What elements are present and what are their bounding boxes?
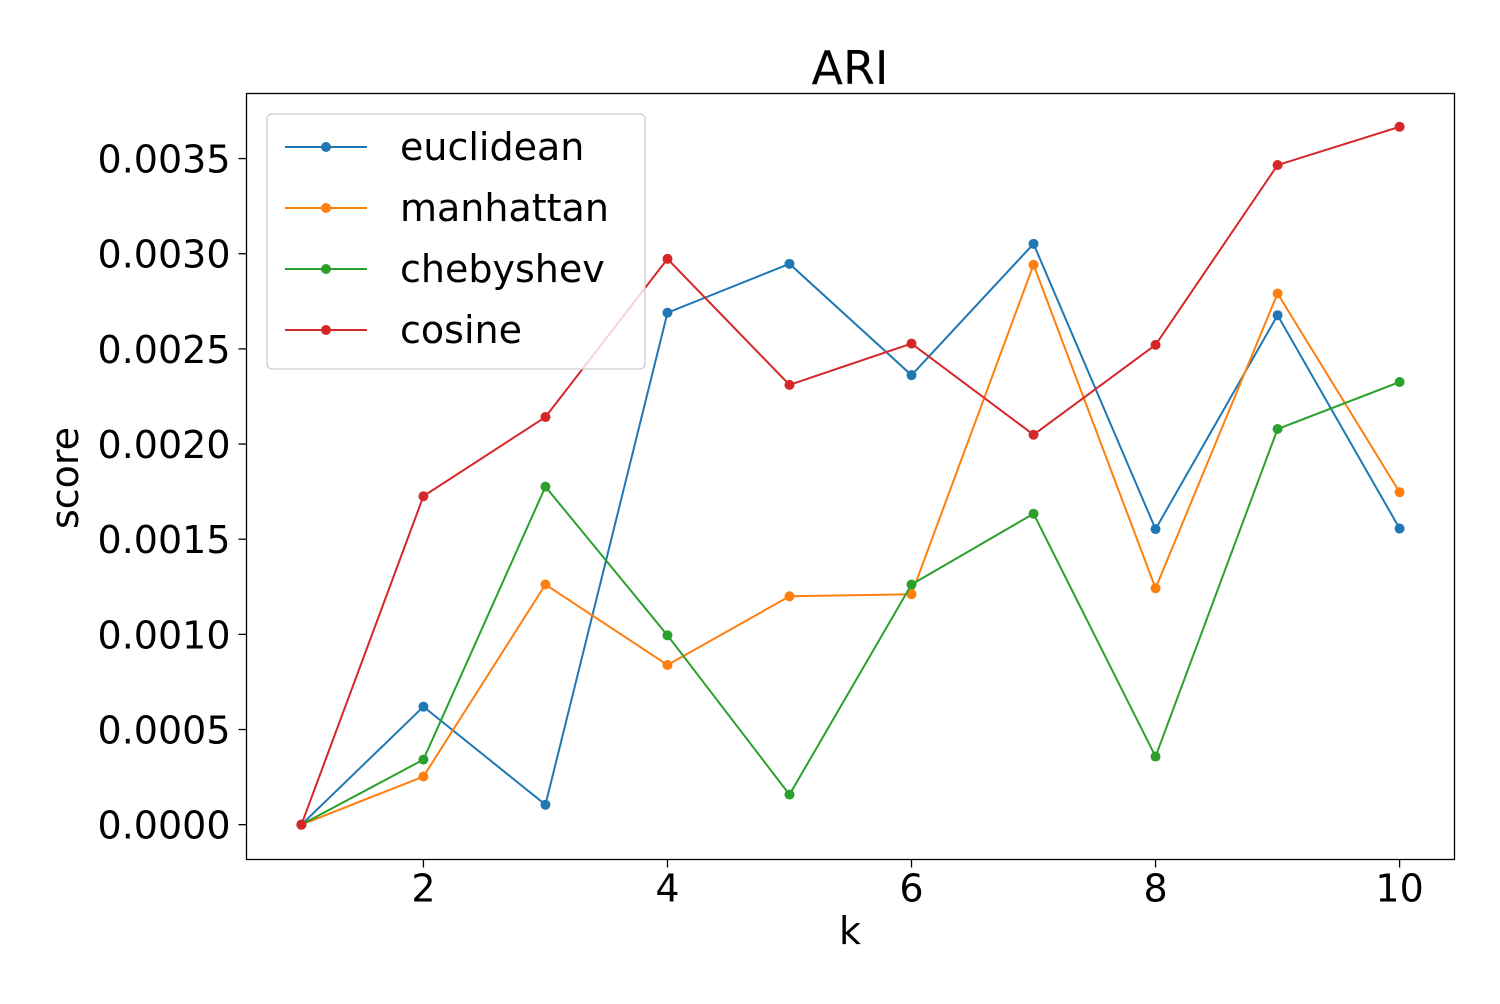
series-line-euclidean — [300, 242, 1401, 826]
x-tick-label: 4 — [655, 867, 679, 911]
data-point-euclidean — [1028, 238, 1039, 249]
data-point-euclidean — [418, 701, 429, 712]
series-line-cosine — [300, 125, 1400, 826]
data-point-chebyshev — [540, 481, 551, 492]
legend-label-euclidean: euclidean — [400, 125, 584, 169]
y-tick-label: 0.0000 — [98, 804, 231, 848]
data-point-chebyshev — [1394, 377, 1405, 388]
data-point-chebyshev — [1272, 424, 1283, 435]
data-point-cosine — [1394, 121, 1405, 132]
data-point-euclidean — [784, 258, 795, 269]
x-axis-label: k — [839, 909, 861, 953]
legend-label-cosine: cosine — [400, 308, 522, 352]
data-point-euclidean — [1272, 310, 1283, 321]
data-point-cosine — [296, 819, 307, 830]
legend-marker-chebyshev — [321, 264, 331, 274]
y-tick-label: 0.0015 — [98, 518, 231, 562]
data-point-manhattan — [540, 579, 551, 590]
y-tick-label: 0.0010 — [98, 613, 231, 657]
y-tick-label: 0.0020 — [98, 423, 231, 467]
data-point-manhattan — [1150, 583, 1161, 594]
data-point-manhattan — [418, 771, 429, 782]
series-cosine — [296, 121, 1405, 830]
series-chebyshev — [296, 377, 1405, 830]
chart-title: ARI — [812, 41, 889, 95]
data-point-cosine — [1028, 429, 1039, 440]
series-layer — [296, 121, 1405, 830]
x-tick-label: 10 — [1375, 867, 1423, 911]
data-point-cosine — [662, 253, 673, 264]
series-euclidean — [296, 238, 1405, 830]
data-point-chebyshev — [1028, 508, 1039, 519]
y-axis-label: score — [43, 427, 87, 529]
data-point-chebyshev — [1150, 751, 1161, 762]
series-line-chebyshev — [300, 381, 1400, 826]
data-point-cosine — [1150, 339, 1161, 350]
data-point-euclidean — [540, 799, 551, 810]
legend-label-manhattan: manhattan — [400, 186, 609, 230]
data-point-chebyshev — [906, 579, 917, 590]
data-point-manhattan — [1028, 259, 1039, 270]
data-point-cosine — [784, 379, 795, 390]
data-point-manhattan — [1394, 487, 1405, 498]
y-tick-label: 0.0035 — [98, 138, 231, 182]
data-point-euclidean — [1150, 524, 1161, 535]
legend-marker-euclidean — [321, 142, 331, 152]
y-tick-label: 0.0025 — [98, 328, 231, 372]
data-point-euclidean — [1394, 523, 1405, 534]
x-tick-label: 2 — [411, 867, 435, 911]
x-tick-label: 6 — [899, 867, 923, 911]
data-point-cosine — [418, 491, 429, 502]
data-point-euclidean — [906, 370, 917, 381]
legend-marker-manhattan — [321, 203, 331, 213]
data-point-manhattan — [1272, 288, 1283, 299]
legend-marker-cosine — [321, 325, 331, 335]
data-point-chebyshev — [418, 754, 429, 765]
x-axis: 2 4 6 8 10 — [411, 859, 1424, 911]
data-point-manhattan — [906, 589, 917, 600]
data-point-cosine — [906, 338, 917, 349]
data-point-cosine — [540, 412, 551, 423]
legend: euclidean manhattan chebyshev cosine — [266, 113, 646, 370]
series-line-manhattan — [301, 261, 1401, 826]
plot-area — [245, 92, 1456, 861]
y-tick-label: 0.0005 — [98, 709, 231, 753]
y-tick-label: 0.0030 — [98, 233, 231, 277]
data-point-cosine — [1272, 160, 1283, 171]
data-point-euclidean — [662, 307, 673, 318]
data-point-chebyshev — [784, 789, 795, 800]
x-tick-label: 8 — [1143, 867, 1167, 911]
data-point-chebyshev — [662, 630, 673, 641]
y-axis: 0.0000 0.0005 0.0010 0.0015 0.0020 0.0025 0.00… — [98, 138, 247, 848]
data-point-manhattan — [662, 660, 673, 671]
legend-label-chebyshev: chebyshev — [400, 247, 605, 291]
legend-box — [266, 113, 646, 370]
data-point-manhattan — [784, 591, 795, 602]
